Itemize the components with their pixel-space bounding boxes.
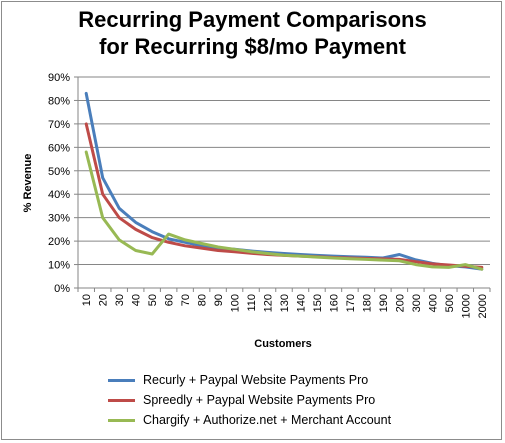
series-lines bbox=[84, 91, 484, 271]
x-tick-labels: 10 20 30 40 50 60 70 80 90 100 110 120 130 140 150 160 1… bbox=[81, 294, 489, 318]
y-tick-label: 80% bbox=[48, 95, 70, 107]
chart-title-line-1: Recurring Payment Comparisons bbox=[78, 7, 427, 32]
gridlines bbox=[74, 76, 490, 289]
series-line-2 bbox=[84, 122, 484, 269]
x-tick-label: 90 bbox=[213, 294, 225, 306]
legend-label: Recurly + Paypal Website Payments Pro bbox=[143, 373, 369, 387]
y-tick-label: 10% bbox=[48, 260, 70, 272]
chart-title-line-2: for Recurring $8/mo Payment bbox=[99, 34, 406, 59]
y-tick-label: 40% bbox=[48, 189, 70, 201]
x-tick-label: 300 bbox=[411, 294, 423, 312]
y-tick-label: 20% bbox=[48, 236, 70, 248]
legend-label: Chargify + Authorize.net + Merchant Acco… bbox=[143, 413, 392, 427]
x-tick-label: 70 bbox=[180, 294, 192, 306]
axes bbox=[77, 77, 491, 292]
legend-swatch bbox=[108, 378, 135, 382]
x-tick-label: 170 bbox=[345, 294, 357, 312]
x-tick-label: 30 bbox=[114, 294, 126, 306]
series-line-3 bbox=[84, 150, 484, 271]
series-line-1 bbox=[84, 91, 484, 271]
x-tick-label: 500 bbox=[444, 294, 456, 312]
x-tick-label: 140 bbox=[295, 294, 307, 312]
x-tick-label: 110 bbox=[246, 294, 258, 312]
x-tick-label: 120 bbox=[263, 294, 275, 312]
y-tick-label: 70% bbox=[48, 119, 70, 131]
x-tick-label: 400 bbox=[427, 294, 439, 312]
y-tick-label: 90% bbox=[48, 72, 70, 84]
legend-swatch bbox=[108, 398, 135, 402]
x-tick-label: 100 bbox=[230, 294, 242, 312]
x-tick-label: 1000 bbox=[460, 294, 472, 318]
x-tick-label: 50 bbox=[147, 294, 159, 306]
legend: Recurly + Paypal Website Payments Pro Spr… bbox=[108, 370, 438, 430]
x-tick-label: 80 bbox=[197, 294, 209, 306]
x-tick-label: 40 bbox=[131, 294, 143, 306]
legend-swatch bbox=[108, 418, 135, 422]
x-tick-label: 130 bbox=[279, 294, 291, 312]
y-tick-label: 0% bbox=[54, 283, 70, 295]
x-tick-label: 2000 bbox=[477, 294, 489, 318]
x-tick-label: 160 bbox=[328, 294, 340, 312]
x-tick-label: 180 bbox=[361, 294, 373, 312]
y-tick-label: 60% bbox=[48, 142, 70, 154]
x-tick-label: 150 bbox=[312, 294, 324, 312]
x-tick-label: 200 bbox=[394, 294, 406, 312]
legend-label: Spreedly + Paypal Website Payments Pro bbox=[143, 393, 376, 407]
y-tick-label: 30% bbox=[48, 213, 70, 225]
y-tick-labels: 0% 10% 20% 30% 40% 50% 60% 70% 80% 90% bbox=[48, 72, 70, 295]
x-axis-label: Customers bbox=[254, 338, 311, 350]
x-tick-label: 10 bbox=[81, 294, 93, 306]
chart-title: Recurring Payment Comparisons for Recurr… bbox=[0, 6, 505, 60]
y-tick-label: 50% bbox=[48, 166, 70, 178]
x-tick-label: 20 bbox=[98, 294, 110, 306]
legend-item-1: Recurly + Paypal Website Payments Pro bbox=[108, 370, 438, 390]
legend-item-2: Spreedly + Paypal Website Payments Pro bbox=[108, 390, 438, 410]
legend-item-3: Chargify + Authorize.net + Merchant Acco… bbox=[108, 410, 438, 430]
y-axis-label: % Revenue bbox=[22, 154, 34, 213]
x-tick-label: 60 bbox=[164, 294, 176, 306]
x-tick-label: 190 bbox=[378, 294, 390, 312]
